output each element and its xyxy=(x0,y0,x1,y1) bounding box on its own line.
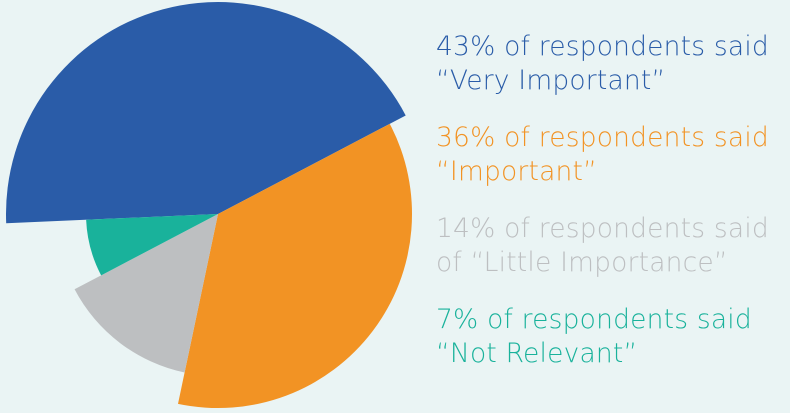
pie-slice-little-importance xyxy=(74,214,218,373)
legend: 43% of respondents said “Very Important”… xyxy=(436,30,786,394)
pie-chart xyxy=(5,1,413,408)
legend-item-important: 36% of respondents said “Important” xyxy=(436,121,786,189)
legend-item-little-importance: 14% of respondents said of “Little Impor… xyxy=(436,212,786,280)
legend-little-importance-line1: 14% of respondents said xyxy=(436,213,769,244)
legend-very-important-line1: 43% of respondents said xyxy=(436,31,769,62)
legend-very-important-line2: “Very Important” xyxy=(436,65,666,96)
legend-item-very-important: 43% of respondents said “Very Important” xyxy=(436,30,786,98)
legend-not-relevant-line1: 7% of respondents said xyxy=(436,304,752,335)
pie-slice-very-important xyxy=(5,1,406,224)
pie-slice-not-relevant xyxy=(86,214,218,276)
pie-slice-important xyxy=(178,123,413,408)
legend-little-importance-line2: of “Little Importance” xyxy=(436,247,728,278)
legend-important-line1: 36% of respondents said xyxy=(436,122,769,153)
legend-not-relevant-line2: “Not Relevant” xyxy=(436,338,638,369)
legend-item-not-relevant: 7% of respondents said “Not Relevant” xyxy=(436,303,786,371)
legend-important-line2: “Important” xyxy=(436,156,598,187)
